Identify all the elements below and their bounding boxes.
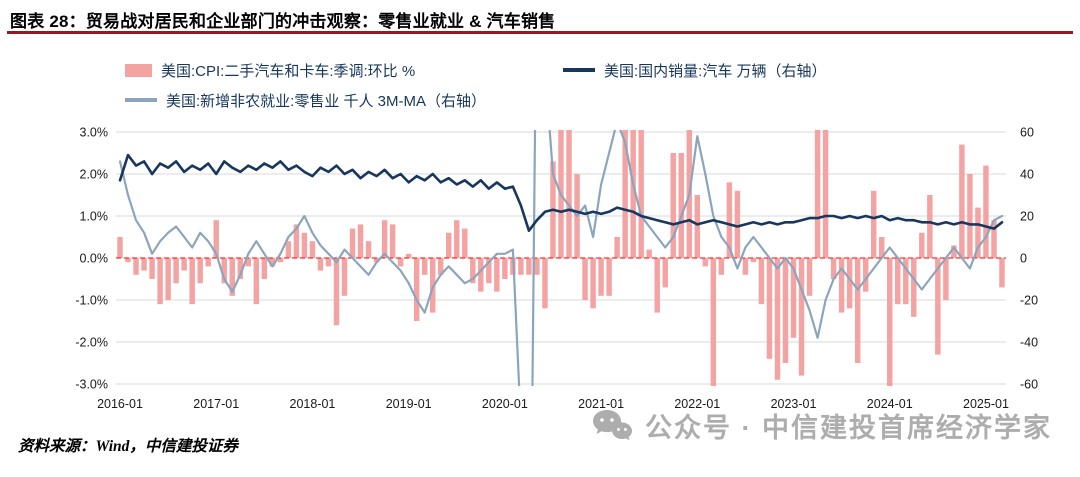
svg-text:2019-01: 2019-01 <box>386 397 432 411</box>
svg-text:0: 0 <box>1020 252 1027 266</box>
line-swatch-icon <box>125 98 157 102</box>
svg-text:3.0%: 3.0% <box>80 126 109 140</box>
line-swatch-icon <box>563 68 595 72</box>
svg-text:2.0%: 2.0% <box>80 168 109 182</box>
svg-text:2021-01: 2021-01 <box>578 397 624 411</box>
title-underline <box>7 31 1073 34</box>
svg-text:20: 20 <box>1020 210 1034 224</box>
svg-text:2024-01: 2024-01 <box>867 397 913 411</box>
combo-chart: 3.0% 2.0% 1.0% 0.0% -1.0% -2.0% -3.0% 60 40 20 0 -2… <box>75 126 1038 412</box>
svg-text:1.0%: 1.0% <box>80 210 109 224</box>
bar-swatch-icon <box>125 63 152 77</box>
svg-text:2017-01: 2017-01 <box>193 397 239 411</box>
svg-text:60: 60 <box>1020 126 1034 140</box>
watermark: 公众号 · 中信建投首席经济学家 <box>591 406 1052 445</box>
svg-text:-60: -60 <box>1020 378 1038 392</box>
legend-label-cpi: 美国:CPI:二手汽车和卡车:季调:环比 % <box>161 62 416 80</box>
svg-text:40: 40 <box>1020 168 1034 182</box>
figure-title: 图表 28：贸易战对居民和企业部门的冲击观察：零售业就业 & 汽车销售 <box>10 12 556 31</box>
svg-text:2025-01: 2025-01 <box>963 397 1009 411</box>
legend-label-retail-jobs: 美国:新增非农就业:零售业 千人 3M-MA（右轴） <box>166 92 487 110</box>
source-note: 资料来源：Wind，中信建投证券 <box>18 438 238 455</box>
legend-label-auto-sales: 美国:国内销量:汽车 万辆（右轴） <box>604 62 827 80</box>
svg-text:2020-01: 2020-01 <box>482 397 528 411</box>
svg-text:-20: -20 <box>1020 294 1038 308</box>
legend-item-cpi: 美国:CPI:二手汽车和卡车:季调:环比 % <box>125 58 415 82</box>
svg-text:-40: -40 <box>1020 336 1038 350</box>
svg-text:-1.0%: -1.0% <box>75 294 108 308</box>
svg-text:0.0%: 0.0% <box>80 252 109 266</box>
watermark-text: 公众号 · 中信建投首席经济学家 <box>645 413 1052 443</box>
svg-text:2018-01: 2018-01 <box>290 397 336 411</box>
legend-item-auto-sales: 美国:国内销量:汽车 万辆（右轴） <box>563 58 827 82</box>
svg-text:-2.0%: -2.0% <box>75 336 108 350</box>
svg-text:2022-01: 2022-01 <box>674 397 720 411</box>
svg-text:2016-01: 2016-01 <box>97 397 143 411</box>
svg-text:-3.0%: -3.0% <box>75 378 108 392</box>
wechat-chat-bubbles-icon <box>591 408 633 444</box>
svg-text:2023-01: 2023-01 <box>771 397 817 411</box>
legend-item-retail-jobs: 美国:新增非农就业:零售业 千人 3M-MA（右轴） <box>125 88 486 112</box>
